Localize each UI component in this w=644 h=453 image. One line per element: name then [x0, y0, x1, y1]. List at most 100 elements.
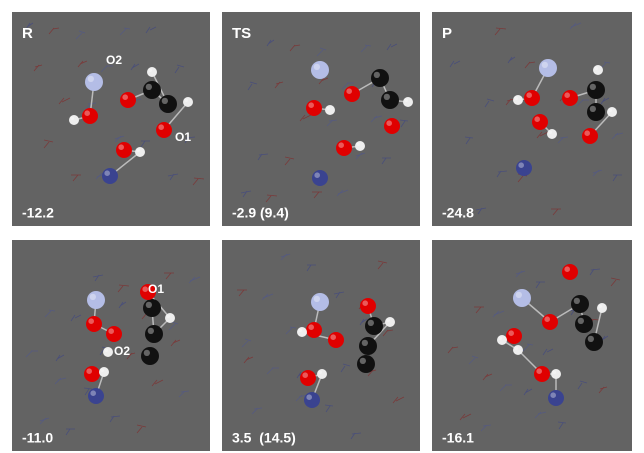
atom	[587, 103, 605, 121]
atom	[344, 86, 360, 102]
atom	[99, 367, 109, 377]
atom-highlight	[101, 369, 105, 373]
atom	[312, 170, 328, 186]
atom-highlight	[357, 143, 361, 147]
atom-highlight	[314, 172, 320, 178]
atom	[311, 61, 329, 79]
atom-highlight	[146, 84, 152, 90]
atom-label: O1	[148, 282, 164, 296]
panel: -16.1	[432, 240, 632, 451]
atom-label: O1	[175, 130, 191, 144]
atom	[548, 390, 564, 406]
atom-highlight	[516, 292, 522, 298]
atom	[513, 289, 531, 307]
atom-highlight	[104, 170, 110, 176]
atom-highlight	[584, 130, 590, 136]
atom	[385, 317, 395, 327]
atom	[403, 97, 413, 107]
atom	[328, 332, 344, 348]
atom	[365, 317, 383, 335]
panel-label: P	[442, 25, 452, 42]
energy-label: -11.0	[22, 430, 53, 446]
atom-highlight	[542, 62, 548, 68]
atom-highlight	[405, 99, 409, 103]
atom	[571, 295, 589, 313]
atom	[360, 298, 376, 314]
atom-highlight	[595, 67, 599, 71]
atom-highlight	[158, 124, 164, 130]
atom	[357, 355, 375, 373]
atom-highlight	[306, 394, 312, 400]
atom-highlight	[590, 106, 596, 112]
atom-highlight	[330, 334, 336, 340]
energy-label: -12.2	[22, 205, 54, 221]
atom-highlight	[148, 328, 154, 334]
atom-highlight	[162, 98, 168, 104]
atom-highlight	[319, 371, 323, 375]
atom	[156, 122, 172, 138]
panel-label: R	[22, 25, 33, 42]
atom	[143, 299, 161, 317]
atom-highlight	[308, 102, 314, 108]
atom-highlight	[88, 76, 94, 82]
atom	[304, 392, 320, 408]
atom-highlight	[550, 392, 556, 398]
atom-highlight	[374, 72, 380, 78]
atom	[183, 97, 193, 107]
energy-label: -2.9 (9.4)	[232, 205, 289, 221]
atom	[562, 90, 578, 106]
atom	[325, 105, 335, 115]
atom	[532, 114, 548, 130]
atom	[336, 140, 352, 156]
atom-highlight	[544, 316, 550, 322]
atom-highlight	[549, 131, 553, 135]
atom	[86, 316, 102, 332]
atom	[147, 67, 157, 77]
panel: 3.5 (14.5)	[222, 240, 420, 451]
atom	[165, 313, 175, 323]
atom-highlight	[146, 302, 152, 308]
atom-highlight	[137, 149, 141, 153]
panel-background	[12, 240, 210, 451]
atom	[607, 107, 617, 117]
atom-label: O2	[106, 53, 122, 67]
atom-highlight	[122, 94, 128, 100]
atom	[587, 81, 605, 99]
atom-highlight	[105, 349, 109, 353]
atom-highlight	[302, 372, 308, 378]
atom-highlight	[534, 116, 540, 122]
atom	[88, 388, 104, 404]
atom-highlight	[536, 368, 542, 374]
atom-highlight	[144, 350, 150, 356]
atom	[355, 141, 365, 151]
atom-highlight	[108, 328, 114, 334]
atom	[102, 168, 118, 184]
atom-highlight	[386, 120, 392, 126]
atom-highlight	[368, 320, 374, 326]
panel-background	[222, 240, 420, 451]
atom-highlight	[564, 266, 570, 272]
atom	[120, 92, 136, 108]
atom-highlight	[590, 84, 596, 90]
atom	[106, 326, 122, 342]
atom	[359, 337, 377, 355]
atom	[69, 115, 79, 125]
atom	[585, 333, 603, 351]
atom	[513, 95, 523, 105]
atom-highlight	[518, 162, 524, 168]
atom-highlight	[574, 298, 580, 304]
atom	[582, 128, 598, 144]
atom-highlight	[553, 371, 557, 375]
atom-highlight	[362, 300, 368, 306]
atom-highlight	[314, 64, 320, 70]
atom	[542, 314, 558, 330]
atom	[145, 325, 163, 343]
atom-highlight	[86, 368, 92, 374]
atom-highlight	[88, 318, 94, 324]
atom-highlight	[308, 324, 314, 330]
panel-background	[12, 12, 210, 226]
atom	[85, 73, 103, 91]
panel: TS-2.9 (9.4)	[222, 12, 420, 226]
panel: P-24.8	[432, 12, 632, 226]
